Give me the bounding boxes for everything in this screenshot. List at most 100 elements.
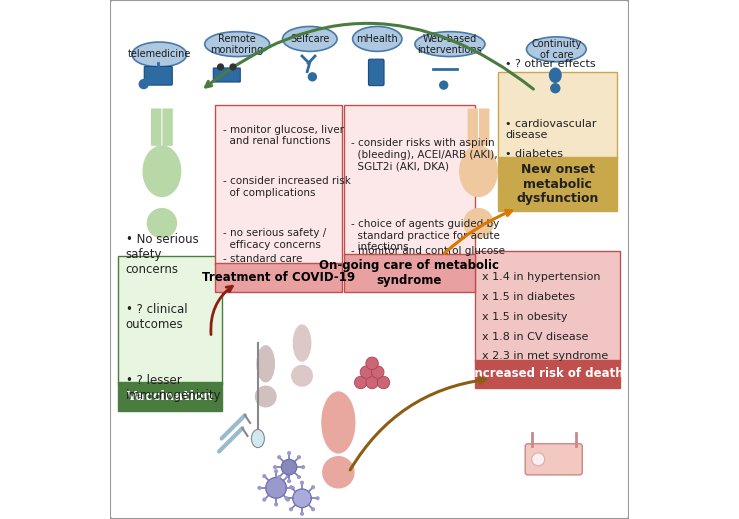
- Circle shape: [287, 479, 291, 483]
- Circle shape: [297, 455, 301, 459]
- Text: x 1.5 in obesity: x 1.5 in obesity: [482, 312, 568, 322]
- Circle shape: [292, 365, 313, 386]
- FancyBboxPatch shape: [479, 108, 489, 146]
- FancyBboxPatch shape: [144, 66, 172, 85]
- Circle shape: [289, 485, 293, 489]
- Text: Selfcare: Selfcare: [290, 34, 330, 44]
- Ellipse shape: [526, 37, 586, 62]
- Circle shape: [274, 502, 278, 507]
- Circle shape: [300, 481, 304, 485]
- Text: - choice of agents guided by
  standard practice for acute
  infections: - choice of agents guided by standard pr…: [351, 219, 500, 252]
- Circle shape: [439, 80, 449, 90]
- Circle shape: [256, 386, 276, 407]
- Ellipse shape: [256, 345, 275, 383]
- Circle shape: [257, 486, 262, 490]
- Circle shape: [217, 63, 224, 71]
- Circle shape: [282, 459, 297, 475]
- Text: On-going care of metabolic
syndrome: On-going care of metabolic syndrome: [319, 260, 500, 286]
- Text: telemedicine: telemedicine: [128, 49, 191, 60]
- Circle shape: [147, 209, 177, 238]
- Circle shape: [285, 496, 288, 500]
- FancyBboxPatch shape: [525, 444, 582, 475]
- Text: New onset
metabolic
dysfunction: New onset metabolic dysfunction: [517, 163, 599, 205]
- Text: - monitor and control glucose: - monitor and control glucose: [351, 246, 505, 256]
- Ellipse shape: [549, 67, 562, 83]
- Circle shape: [355, 376, 367, 389]
- FancyBboxPatch shape: [344, 254, 475, 292]
- Circle shape: [550, 83, 560, 93]
- Text: Increased risk of death: Increased risk of death: [471, 367, 624, 380]
- FancyBboxPatch shape: [468, 108, 478, 146]
- Text: - standard care: - standard care: [222, 254, 302, 264]
- Ellipse shape: [459, 145, 498, 197]
- Circle shape: [360, 366, 372, 378]
- Circle shape: [138, 79, 149, 89]
- FancyBboxPatch shape: [215, 105, 342, 265]
- Text: Remote
monitoring: Remote monitoring: [211, 34, 264, 54]
- Circle shape: [266, 477, 287, 498]
- Ellipse shape: [293, 324, 311, 362]
- Ellipse shape: [143, 145, 181, 197]
- Ellipse shape: [531, 453, 545, 466]
- Circle shape: [378, 376, 389, 389]
- FancyBboxPatch shape: [151, 108, 161, 146]
- FancyBboxPatch shape: [110, 0, 629, 519]
- Circle shape: [262, 498, 267, 502]
- Circle shape: [286, 498, 290, 502]
- Text: • cardiovascular
disease: • cardiovascular disease: [505, 119, 597, 141]
- Ellipse shape: [321, 391, 355, 454]
- FancyBboxPatch shape: [163, 108, 173, 146]
- Text: • ? other effects: • ? other effects: [505, 59, 596, 69]
- FancyBboxPatch shape: [118, 382, 222, 411]
- FancyBboxPatch shape: [475, 360, 620, 388]
- Text: x 1.8 in CV disease: x 1.8 in CV disease: [482, 332, 588, 342]
- Circle shape: [316, 496, 320, 500]
- Circle shape: [290, 486, 295, 490]
- Text: - monitor glucose, liver
  and renal functions: - monitor glucose, liver and renal funct…: [222, 125, 344, 146]
- Circle shape: [372, 366, 384, 378]
- Text: x 1.4 in hypertension: x 1.4 in hypertension: [482, 272, 601, 282]
- Text: • ? clinical
outcomes: • ? clinical outcomes: [126, 303, 187, 331]
- Text: Vaccination: Vaccination: [126, 390, 214, 403]
- Circle shape: [300, 512, 304, 516]
- Ellipse shape: [132, 42, 186, 67]
- Circle shape: [277, 475, 282, 479]
- Circle shape: [366, 376, 378, 389]
- Circle shape: [307, 72, 317, 81]
- Circle shape: [229, 63, 236, 71]
- Ellipse shape: [251, 430, 265, 447]
- FancyBboxPatch shape: [475, 251, 620, 362]
- Circle shape: [289, 507, 293, 511]
- FancyBboxPatch shape: [215, 263, 342, 292]
- Circle shape: [262, 474, 267, 478]
- Circle shape: [366, 357, 378, 370]
- Circle shape: [323, 457, 354, 488]
- Ellipse shape: [415, 32, 485, 57]
- Circle shape: [274, 469, 278, 473]
- Circle shape: [286, 474, 290, 478]
- Circle shape: [287, 451, 291, 455]
- Circle shape: [273, 465, 277, 469]
- Circle shape: [464, 209, 493, 238]
- FancyBboxPatch shape: [118, 256, 222, 384]
- Ellipse shape: [353, 26, 402, 51]
- FancyBboxPatch shape: [498, 157, 617, 211]
- Text: Treatment of COVID-19: Treatment of COVID-19: [202, 270, 355, 284]
- Text: - no serious safety /
  efficacy concerns: - no serious safety / efficacy concerns: [222, 228, 326, 250]
- Text: - consider increased risk
  of complications: - consider increased risk of complicatio…: [222, 176, 350, 198]
- Circle shape: [311, 485, 315, 489]
- Text: x 1.5 in diabetes: x 1.5 in diabetes: [482, 292, 575, 302]
- Circle shape: [293, 489, 311, 508]
- Text: Web-based
interventions: Web-based interventions: [418, 34, 483, 54]
- Ellipse shape: [282, 26, 337, 51]
- FancyBboxPatch shape: [369, 59, 384, 86]
- FancyBboxPatch shape: [498, 72, 617, 159]
- FancyBboxPatch shape: [214, 68, 240, 82]
- Circle shape: [301, 465, 305, 469]
- Text: Continuity
of care: Continuity of care: [531, 39, 582, 60]
- FancyBboxPatch shape: [344, 105, 475, 256]
- Text: • ? lesser
immunogenicity: • ? lesser immunogenicity: [126, 374, 221, 402]
- Circle shape: [297, 475, 301, 479]
- Circle shape: [311, 507, 315, 511]
- Text: x 2.3 in met syndrome: x 2.3 in met syndrome: [482, 351, 608, 361]
